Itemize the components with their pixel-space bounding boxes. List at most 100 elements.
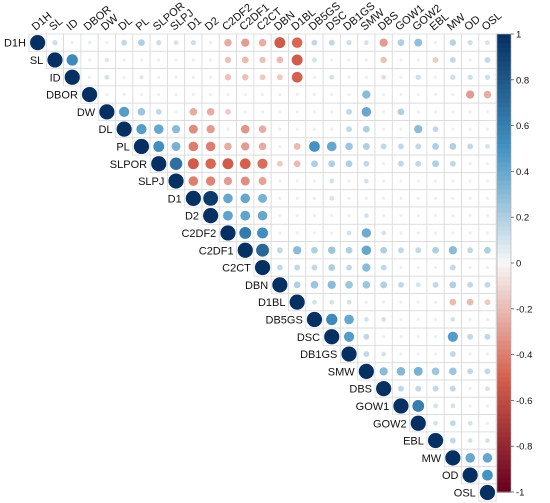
correlation-circle <box>382 127 386 131</box>
diagonal-circle <box>168 173 184 189</box>
correlation-circle <box>416 317 420 322</box>
row-label: OSL <box>454 487 476 499</box>
correlation-circle <box>345 246 353 254</box>
correlation-circle <box>415 247 422 254</box>
diagonal-circle <box>220 225 236 241</box>
colorbar-segment <box>497 382 511 388</box>
diagonal-circle <box>203 208 219 224</box>
colorbar-tick-label: 0.6 <box>516 121 529 132</box>
correlation-circle <box>449 281 457 289</box>
correlation-circle <box>449 298 457 306</box>
correlation-circle <box>292 246 302 255</box>
correlation-circle <box>485 438 490 443</box>
correlation-circle <box>485 162 490 166</box>
correlation-circle <box>451 179 455 183</box>
correlation-circle <box>137 108 146 116</box>
correlation-circle <box>485 386 490 392</box>
correlation-circle <box>382 92 386 97</box>
correlation-circle <box>399 317 403 322</box>
correlation-circle <box>136 124 147 135</box>
correlation-circle <box>346 40 352 46</box>
correlation-circle <box>328 160 336 168</box>
correlation-circle <box>484 368 491 375</box>
correlation-circle <box>416 265 420 270</box>
correlation-circle <box>468 162 472 166</box>
correlation-circle <box>432 126 439 133</box>
correlation-circle <box>224 56 232 64</box>
correlation-circle <box>415 282 421 288</box>
colorbar-segment <box>497 327 511 333</box>
correlation-circle <box>347 196 351 200</box>
correlation-circle <box>433 317 438 322</box>
colorbar-tick-label: 0.4 <box>516 167 529 178</box>
correlation-circle <box>468 214 472 218</box>
correlation-circle <box>157 92 161 97</box>
correlation-circle <box>467 74 473 80</box>
diagonal-circle <box>185 190 201 206</box>
correlation-circle <box>465 90 475 99</box>
correlation-circle <box>139 75 144 80</box>
correlation-circle <box>260 92 265 97</box>
colorbar-tick-label: 1 <box>516 30 521 41</box>
correlation-circle <box>223 193 233 204</box>
diagonal-circle <box>462 467 478 483</box>
correlation-circle <box>468 317 472 322</box>
colorbar-segment <box>497 166 511 172</box>
row-label: C2DF1 <box>199 245 234 257</box>
correlation-circle <box>433 300 438 304</box>
correlation-circle <box>226 92 230 97</box>
correlation-circle <box>414 38 423 47</box>
correlation-circle <box>293 160 301 168</box>
correlation-circle <box>311 246 318 254</box>
correlation-circle <box>222 158 234 170</box>
correlation-circle <box>361 107 372 117</box>
colorbar-segment <box>497 198 511 205</box>
correlation-circle <box>399 92 403 97</box>
correlation-circle <box>361 245 372 256</box>
correlation-circle <box>312 110 317 114</box>
colorbar-segment <box>497 240 511 246</box>
correlation-circle <box>399 75 403 79</box>
correlation-circle <box>380 143 387 150</box>
colorbar-tick-label: -0.4 <box>516 350 532 361</box>
colorbar-segment <box>497 359 511 365</box>
correlation-circle <box>485 352 490 356</box>
correlation-circle <box>347 179 351 183</box>
row-label: ID <box>50 72 61 84</box>
correlation-circle <box>433 231 438 235</box>
colorbar-segment <box>497 125 511 131</box>
correlation-circle <box>399 127 403 131</box>
correlation-circle <box>241 38 250 47</box>
correlation-circle <box>105 92 109 97</box>
colorbar-tick-label: -0.2 <box>516 304 532 315</box>
colorbar-segment <box>497 162 511 168</box>
correlation-circle <box>295 231 299 235</box>
correlation-circle <box>330 127 334 131</box>
correlation-circle <box>278 231 282 235</box>
correlation-circle <box>399 300 403 304</box>
correlation-circle <box>240 210 251 221</box>
colorbar-segment <box>497 418 511 424</box>
correlation-circle <box>174 110 178 114</box>
correlation-circle <box>449 160 456 167</box>
correlation-circle <box>139 58 144 62</box>
correlation-circle <box>191 58 195 62</box>
correlation-circle <box>157 75 161 79</box>
correlation-circle <box>312 196 317 200</box>
colorbar-tick-label: 0 <box>516 259 521 270</box>
correlation-circle <box>209 92 213 97</box>
colorbar-tick-label: -0.6 <box>516 396 532 407</box>
correlation-circle <box>433 265 438 270</box>
correlation-circle <box>433 110 438 114</box>
correlation-circle <box>485 40 490 46</box>
correlation-circle <box>412 400 425 412</box>
diagonal-circle <box>64 69 80 85</box>
correlation-circle <box>432 281 439 288</box>
correlation-circle <box>156 40 162 46</box>
correlation-circle <box>468 179 472 183</box>
correlation-circle <box>432 143 439 150</box>
colorbar-segment <box>497 157 511 163</box>
colorbar-segment <box>497 139 511 145</box>
correlation-circle <box>346 299 352 305</box>
colorbar-segment <box>497 313 511 319</box>
